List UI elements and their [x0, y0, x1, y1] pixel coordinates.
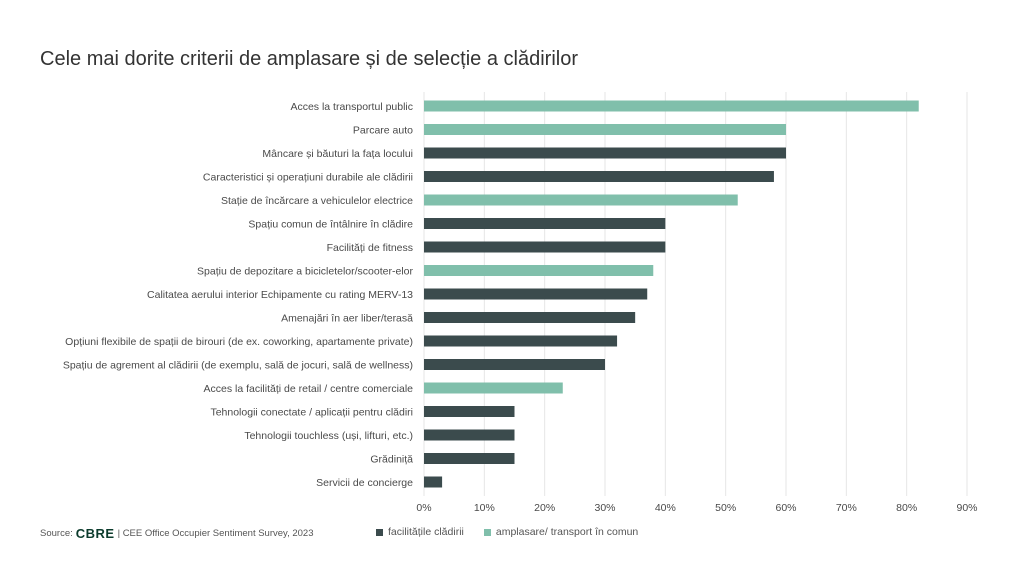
- legend-swatch-location: [483, 528, 491, 536]
- category-label: Tehnologii touchless (uși, lifturi, etc.…: [244, 430, 413, 442]
- bar: [424, 382, 563, 394]
- cbre-logo: CBRE: [75, 526, 115, 541]
- bar: [424, 100, 919, 112]
- x-tick-label: 70%: [836, 502, 857, 514]
- category-label: Spațiu de agrement al clădirii (de exemp…: [63, 360, 413, 372]
- x-tick-label: 0%: [416, 502, 431, 514]
- bar: [424, 406, 515, 417]
- legend-label-location: amplasare/ transport în comun: [495, 526, 639, 538]
- bar: [424, 241, 666, 253]
- bar: [424, 265, 654, 276]
- category-label: Calitatea aerului interior Echipamente c…: [147, 289, 413, 301]
- bar: [424, 147, 786, 159]
- category-label: Grădiniță: [370, 454, 413, 466]
- bar: [424, 312, 636, 323]
- x-tick-label: 30%: [594, 502, 615, 514]
- bar: [424, 171, 774, 182]
- legend-item-building: facilitățile clădirii: [376, 526, 464, 538]
- source-note: Source: CBRE | CEE Office Occupier Senti…: [40, 526, 314, 541]
- legend-item-location: amplasare/ transport în comun: [483, 526, 639, 538]
- category-label: Opțiuni flexibile de spații de birouri (…: [65, 336, 413, 348]
- bar: [424, 429, 515, 441]
- legend-label-building: facilitățile clădirii: [388, 526, 464, 538]
- bar: [424, 124, 786, 135]
- bars: [424, 100, 919, 488]
- legend: facilitățile clădirii amplasare/ transpo…: [376, 526, 658, 538]
- bar: [424, 453, 515, 464]
- category-label: Servicii de concierge: [316, 477, 413, 489]
- category-label: Mâncare și băuturi la fața locului: [262, 148, 413, 160]
- legend-swatch-building: [376, 528, 383, 536]
- x-tick-label: 10%: [474, 502, 495, 514]
- bar: [424, 335, 618, 347]
- bar: [424, 194, 738, 206]
- x-tick-label: 60%: [775, 502, 796, 514]
- category-label: Caracteristici și operațiuni durabile al…: [203, 172, 413, 184]
- bar: [424, 476, 443, 488]
- x-tick-label: 50%: [715, 502, 736, 514]
- category-label: Spațiu comun de întâlnire în clădire: [248, 219, 413, 231]
- category-label: Acces la facilități de retail / centre c…: [203, 383, 413, 395]
- bar: [424, 218, 666, 229]
- category-label: Stație de încărcare a vehiculelor electr…: [221, 195, 413, 207]
- chart-title: Cele mai dorite criterii de amplasare și…: [40, 48, 578, 70]
- bar: [424, 288, 648, 300]
- bar: [424, 359, 605, 370]
- x-tick-label: 90%: [956, 502, 977, 514]
- x-tick-label: 20%: [534, 502, 555, 514]
- category-label: Facilități de fitness: [327, 242, 413, 254]
- category-label: Amenajări în aer liber/terasă: [281, 313, 413, 325]
- x-tick-label: 80%: [896, 502, 917, 514]
- category-label: Tehnologii conectate / aplicații pentru …: [210, 407, 413, 419]
- category-labels: Acces la transportul public Parcare auto M…: [63, 101, 414, 489]
- category-label: Spațiu de depozitare a bicicletelor/scoo…: [197, 266, 413, 278]
- x-axis-tick-labels: 0% 10% 20% 30% 40% 50% 60% 70% 80% 90%: [416, 502, 977, 514]
- category-label: Acces la transportul public: [290, 101, 413, 113]
- category-label: Parcare auto: [353, 125, 413, 137]
- source-prefix: Source:: [40, 528, 73, 539]
- source-text: | CEE Office Occupier Sentiment Survey, …: [117, 528, 314, 539]
- x-tick-label: 40%: [655, 502, 676, 514]
